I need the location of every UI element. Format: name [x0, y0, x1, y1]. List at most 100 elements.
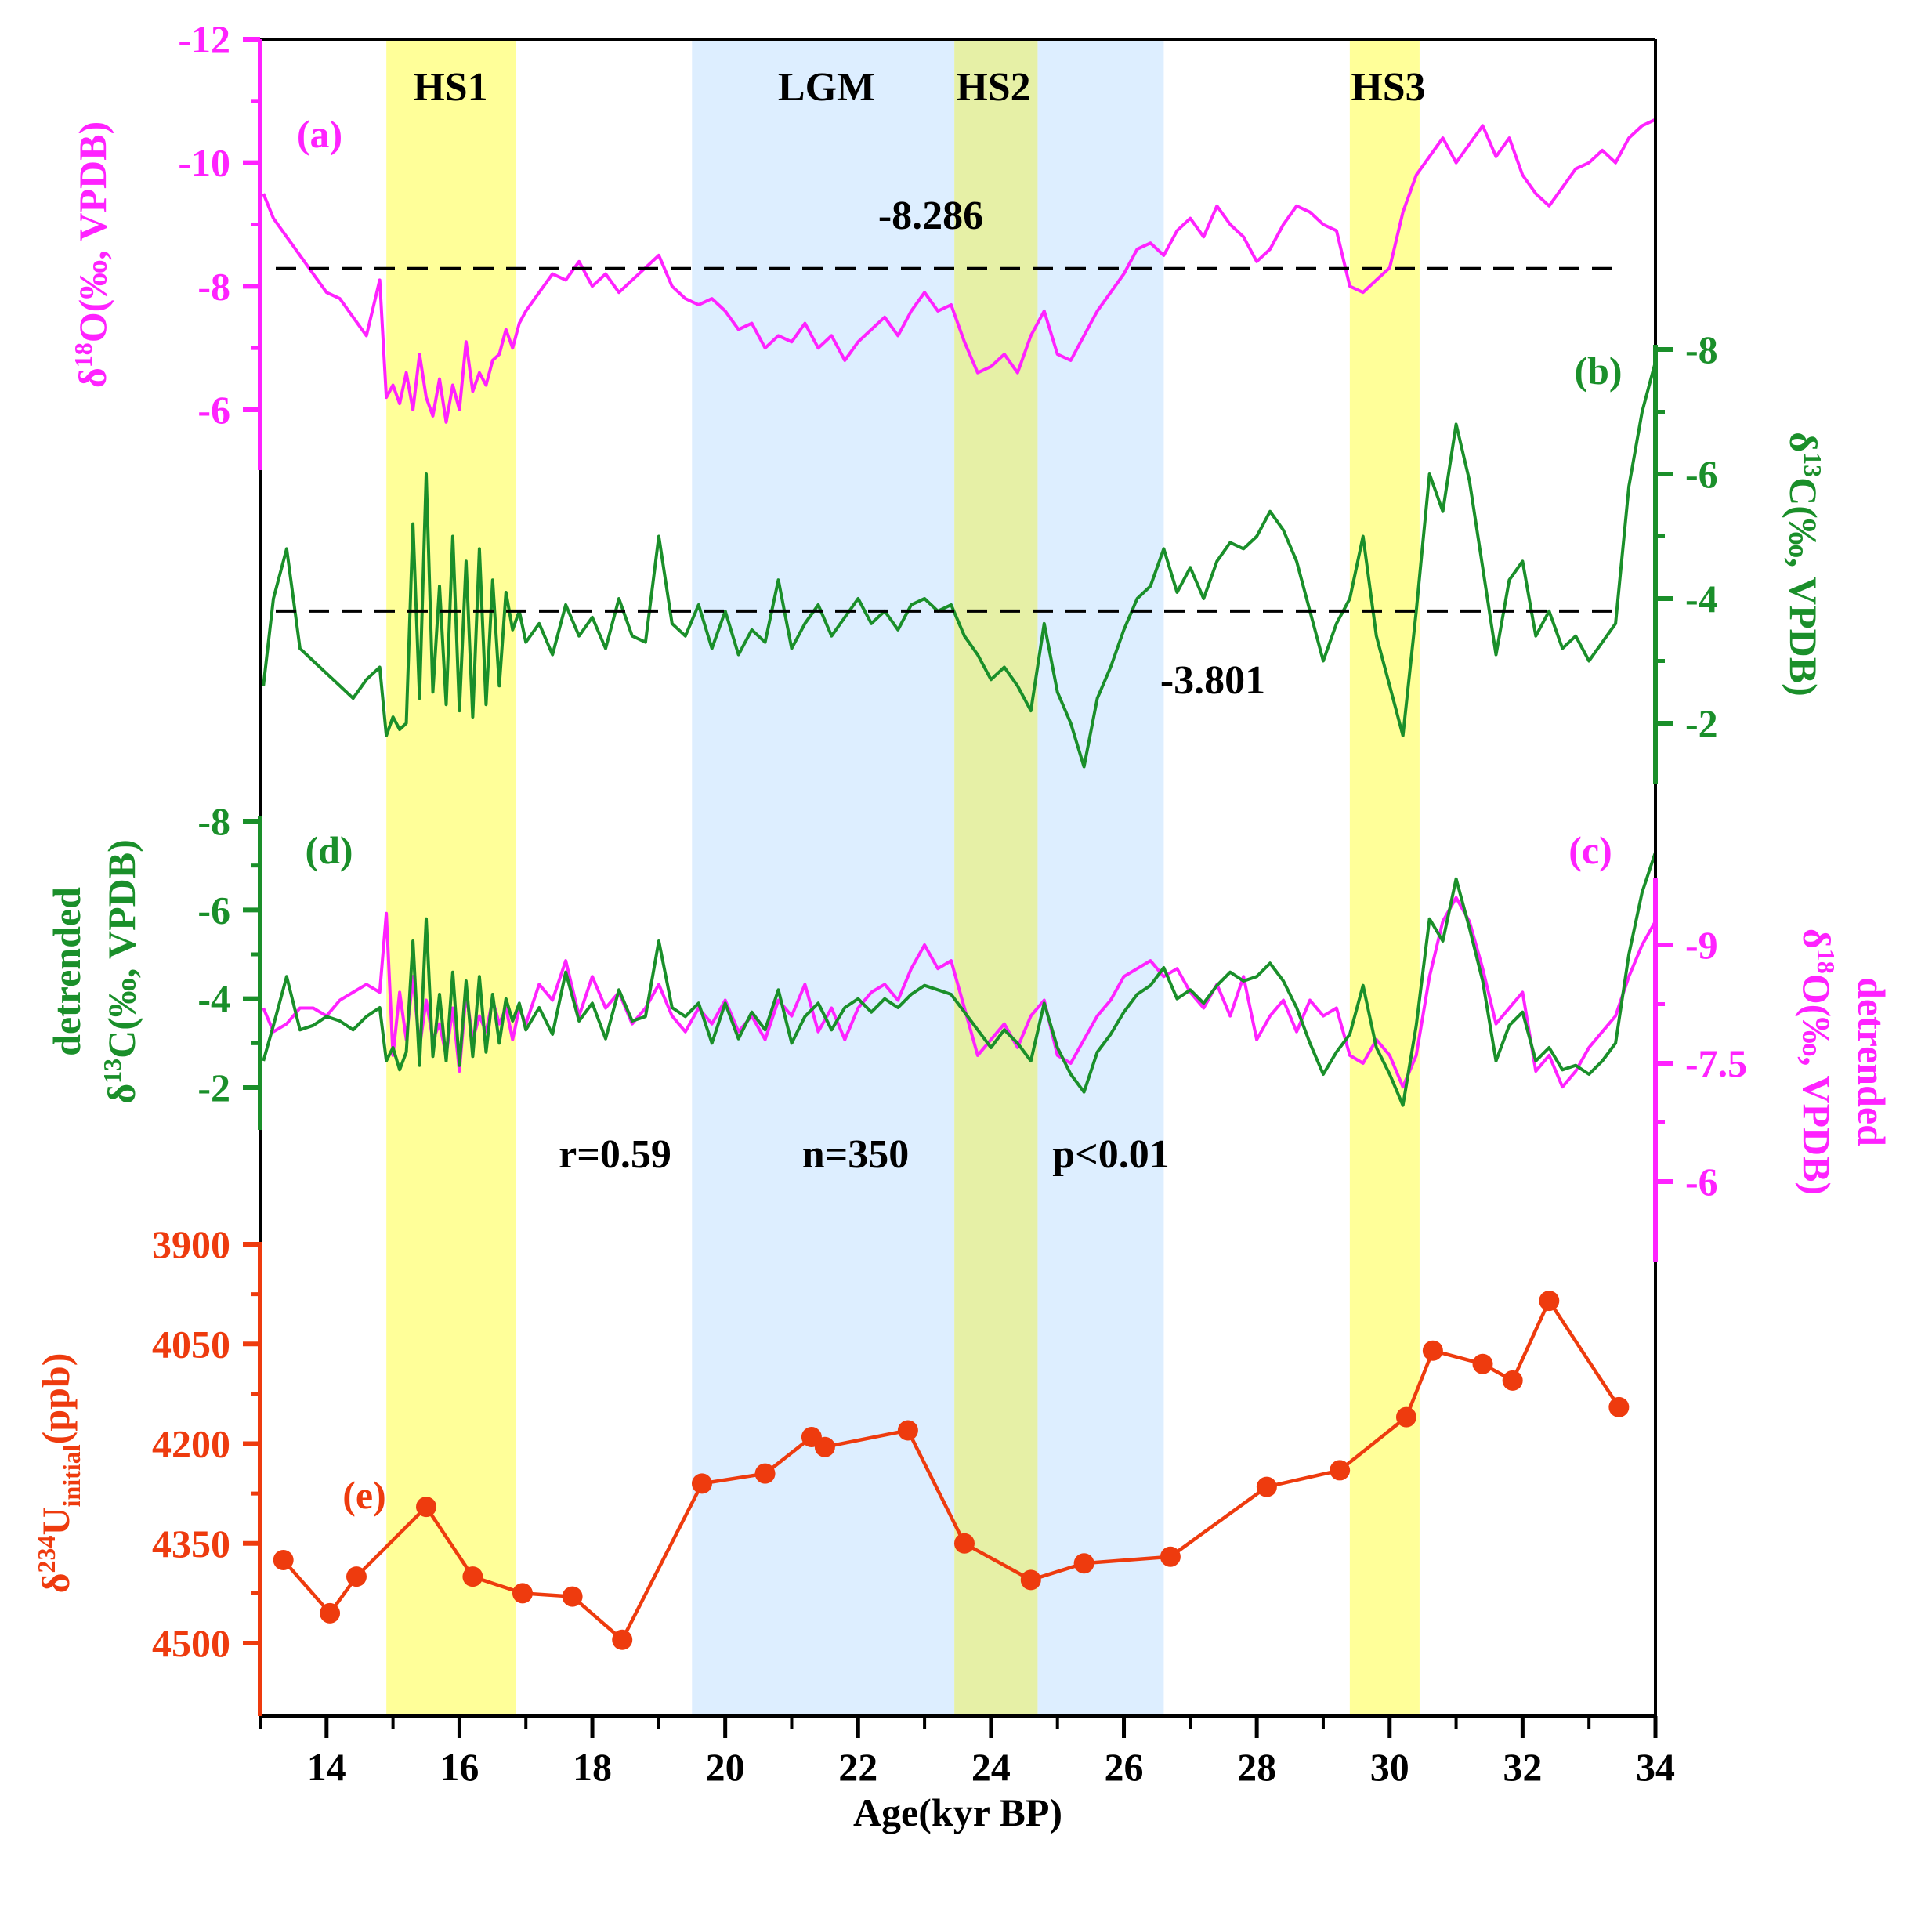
- y-axis-title-e: δ234Uinitial(ppb): [32, 1353, 85, 1594]
- y-axis-title-part: C(‰, VPDB): [1782, 477, 1825, 697]
- y-axis-prefix-d: detrended: [45, 887, 89, 1056]
- x-tick-label: 26: [1105, 1745, 1144, 1789]
- y-axis-title-b: δ13C(‰, VPDB): [1782, 432, 1827, 697]
- y-tick-label-a: -12: [178, 17, 230, 61]
- y-axis-title-part: 13: [1799, 452, 1827, 477]
- data-point-e: [1472, 1353, 1493, 1374]
- panel-label-e: (e): [342, 1473, 386, 1517]
- data-point-e: [1073, 1553, 1094, 1574]
- data-point-e: [1256, 1476, 1277, 1497]
- x-tick-label: 34: [1636, 1745, 1675, 1789]
- data-point-e: [416, 1497, 437, 1518]
- y-axis-title-part: (ppb): [34, 1353, 78, 1445]
- data-point-e: [346, 1566, 367, 1587]
- panel-label-a: (a): [297, 112, 342, 156]
- mean-label-b: -3.801: [1160, 658, 1265, 703]
- x-tick-label: 22: [838, 1745, 877, 1789]
- panel-label-c: (c): [1568, 828, 1612, 872]
- x-tick-label: 24: [971, 1745, 1011, 1789]
- y-tick-label-d: -4: [197, 977, 230, 1021]
- band-hs1: [386, 39, 516, 1716]
- data-point-e: [1020, 1569, 1041, 1591]
- x-tick-label: 20: [706, 1745, 745, 1789]
- y-tick-label-d: -6: [197, 888, 230, 932]
- x-tick-label: 18: [573, 1745, 612, 1789]
- data-point-e: [814, 1436, 835, 1457]
- band-lgm: [692, 39, 1164, 1716]
- y-tick-label-d: -2: [197, 1066, 230, 1110]
- y-axis-title-part: initial: [57, 1444, 85, 1507]
- band-overlap-hs2: [954, 39, 1038, 1716]
- x-tick-label: 28: [1237, 1745, 1276, 1789]
- annotation-p: p<0.01: [1052, 1132, 1170, 1177]
- band-label-lgm: LGM: [778, 65, 875, 110]
- axes-layer: [243, 37, 1673, 1738]
- mean-label-a: -8.286: [878, 194, 983, 238]
- y-tick-label-e: 4350: [152, 1522, 230, 1566]
- data-point-e: [953, 1533, 975, 1554]
- data-point-e: [462, 1566, 483, 1587]
- x-tick-label: 14: [307, 1745, 346, 1789]
- x-tick-label: 16: [440, 1745, 479, 1789]
- y-axis-title-part: δ: [71, 367, 114, 388]
- y-axis-title-part: 234: [32, 1535, 60, 1573]
- y-axis-title-part: O(‰, VPDB): [71, 121, 114, 342]
- data-point-e: [1539, 1291, 1560, 1312]
- data-point-e: [1502, 1370, 1523, 1391]
- data-point-e: [1160, 1546, 1181, 1567]
- band-label-hs3: HS3: [1351, 65, 1425, 110]
- y-axis-title-part: δ: [99, 1084, 143, 1104]
- series-line-d: [262, 852, 1657, 1107]
- band-label-hs1: HS1: [413, 65, 487, 110]
- panel-label-b: (b): [1574, 349, 1622, 393]
- y-axis-title-part: δ: [1782, 432, 1825, 452]
- y-tick-label-e: 3900: [152, 1222, 230, 1266]
- y-tick-label-e: 4500: [152, 1621, 230, 1665]
- y-tick-label-c: -9: [1685, 923, 1718, 967]
- data-point-e: [1330, 1460, 1351, 1481]
- y-tick-label-e: 4200: [152, 1422, 230, 1466]
- data-point-e: [612, 1629, 633, 1650]
- y-axis-title-part: 13: [98, 1059, 126, 1084]
- band-layer: [386, 39, 1420, 1716]
- y-axis-title-c: δ18O(‰, VPDB): [1795, 929, 1840, 1195]
- data-point-e: [897, 1420, 918, 1441]
- y-axis-title-d: δ13C(‰, VPDB): [98, 839, 143, 1104]
- y-tick-label-a: -8: [197, 264, 230, 308]
- y-axis-title-part: δ: [1795, 929, 1839, 949]
- y-axis-title-part: 18: [1812, 949, 1840, 974]
- data-point-e: [1608, 1396, 1630, 1417]
- y-axis-title-part: O(‰, VPDB): [1795, 974, 1839, 1195]
- panel-label-d: (d): [305, 828, 353, 872]
- data-point-e: [1422, 1340, 1443, 1361]
- y-tick-label-b: -8: [1685, 328, 1718, 371]
- y-tick-label-c: -7.5: [1685, 1041, 1747, 1085]
- band-label-hs2: HS2: [956, 65, 1030, 110]
- annotation-n: n=350: [802, 1132, 910, 1177]
- data-point-e: [512, 1583, 533, 1604]
- y-tick-label-b: -4: [1685, 577, 1718, 621]
- y-tick-label-b: -6: [1685, 452, 1718, 496]
- y-axis-title-a: δ18O(‰, VPDB): [69, 121, 114, 388]
- y-axis-title-part: 18: [69, 342, 97, 367]
- y-axis-title-part: δ: [34, 1573, 78, 1593]
- series-line-a: [262, 118, 1656, 424]
- data-point-e: [273, 1549, 294, 1570]
- x-axis-title: Age(kyr BP): [853, 1790, 1062, 1834]
- data-point-e: [1395, 1406, 1416, 1428]
- x-tick-label: 30: [1370, 1745, 1409, 1789]
- annotation-r: r=0.59: [559, 1132, 671, 1177]
- label-layer: HS1 LGM HS2 HS3 14 16 18 20 22 24 26 28 30 32 34 Age(ky…: [32, 17, 1894, 1834]
- y-axis-title-part: U: [34, 1507, 78, 1535]
- y-axis-title-part: C(‰, VPDB): [99, 839, 143, 1059]
- data-point-e: [691, 1473, 712, 1494]
- x-tick-label: 32: [1503, 1745, 1542, 1789]
- series-layer: [262, 118, 1657, 1650]
- data-point-e: [320, 1602, 341, 1624]
- y-tick-label-b: -2: [1685, 701, 1718, 745]
- y-axis-prefix-c: detrended: [1850, 977, 1894, 1146]
- y-tick-label-a: -6: [197, 388, 230, 432]
- y-tick-label-e: 4050: [152, 1322, 230, 1366]
- y-tick-label-d: -8: [197, 799, 230, 843]
